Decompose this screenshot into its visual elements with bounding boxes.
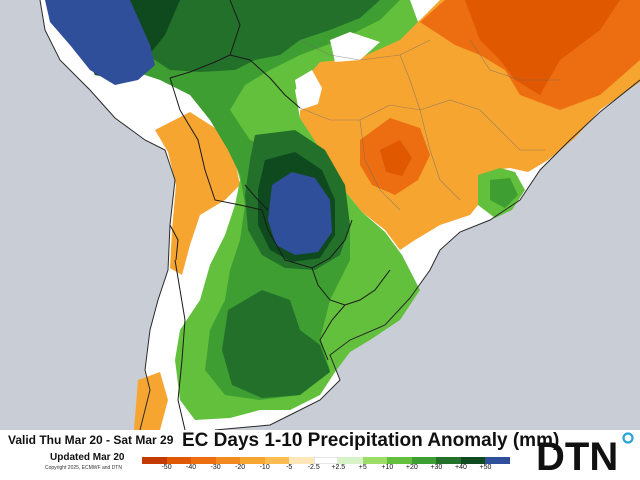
dry-region-south-andes (134, 372, 168, 430)
legend-swatch (289, 457, 314, 464)
legend-tick-label: +20 (405, 464, 418, 471)
near-normal-patch-b (295, 70, 322, 110)
legend-tick-label: +40 (454, 464, 467, 471)
dtn-logo-text: DTN (536, 435, 618, 478)
color-scale (142, 457, 510, 464)
legend-swatch (215, 457, 241, 464)
valid-period-label: Valid Thu Mar 20 - Sat Mar 29 (8, 433, 174, 447)
wet-region-dark (110, 0, 380, 72)
updated-label: Updated Mar 20 (50, 452, 125, 463)
state-lines (299, 39, 560, 211)
wet-region-coast-mid (490, 178, 518, 208)
legend-swatch (240, 457, 265, 464)
dry-core-central-inner (380, 140, 412, 176)
legend-swatch (387, 457, 412, 464)
dtn-logo: DTN (536, 432, 634, 478)
wet-region-dark-south (222, 290, 330, 398)
legend-swatch (313, 457, 339, 464)
legend-tick-label: +10 (381, 464, 394, 471)
copyright-label: Copyright 2025, ECMWF and DTN (45, 465, 122, 471)
legend-swatch (338, 457, 363, 464)
legend-tick-label: +5 (358, 464, 367, 471)
max-anomaly-north (45, 0, 155, 85)
coastline (39, 0, 640, 430)
legend-tick-label: -40 (186, 464, 197, 471)
legend-tick-label: -10 (259, 464, 270, 471)
legend-tick-label: +2.5 (331, 464, 346, 471)
legend-swatch (460, 457, 486, 464)
legend-tick-label: -50 (161, 464, 172, 471)
legend-tick-label: -20 (235, 464, 246, 471)
legend-swatch (264, 457, 290, 464)
country-borders (169, 0, 391, 430)
dry-core-northeast (465, 0, 620, 95)
legend-swatch (436, 457, 461, 464)
max-anomaly-center (268, 172, 332, 255)
legend-swatch (411, 457, 437, 464)
precipitation-anomaly-map (39, 0, 640, 430)
legend-tick-label: -5 (286, 464, 293, 471)
color-scale-ticks: -50 -40 -30 -20 -10 -5 -2.5 +2.5 +5 +10 +20 +30 +40 +… (142, 464, 510, 474)
legend-swatch (191, 457, 216, 464)
dtn-logo-dot (622, 432, 634, 444)
legend-tick-label: +50 (479, 464, 492, 471)
legend-tick-label: -30 (210, 464, 221, 471)
map-title: EC Days 1-10 Precipitation Anomaly (mm) (182, 430, 560, 451)
near-normal-patch-a (330, 32, 380, 62)
legend-tick-label: -2.5 (307, 464, 320, 471)
map-footer: Valid Thu Mar 20 - Sat Mar 29 Updated Ma… (0, 430, 640, 480)
dry-region-andes (155, 112, 240, 275)
legend-swatch (485, 457, 510, 464)
legend-swatch (362, 457, 388, 464)
legend-tick-label: +30 (430, 464, 443, 471)
legend-swatch (166, 457, 192, 464)
legend-swatch (142, 457, 167, 464)
